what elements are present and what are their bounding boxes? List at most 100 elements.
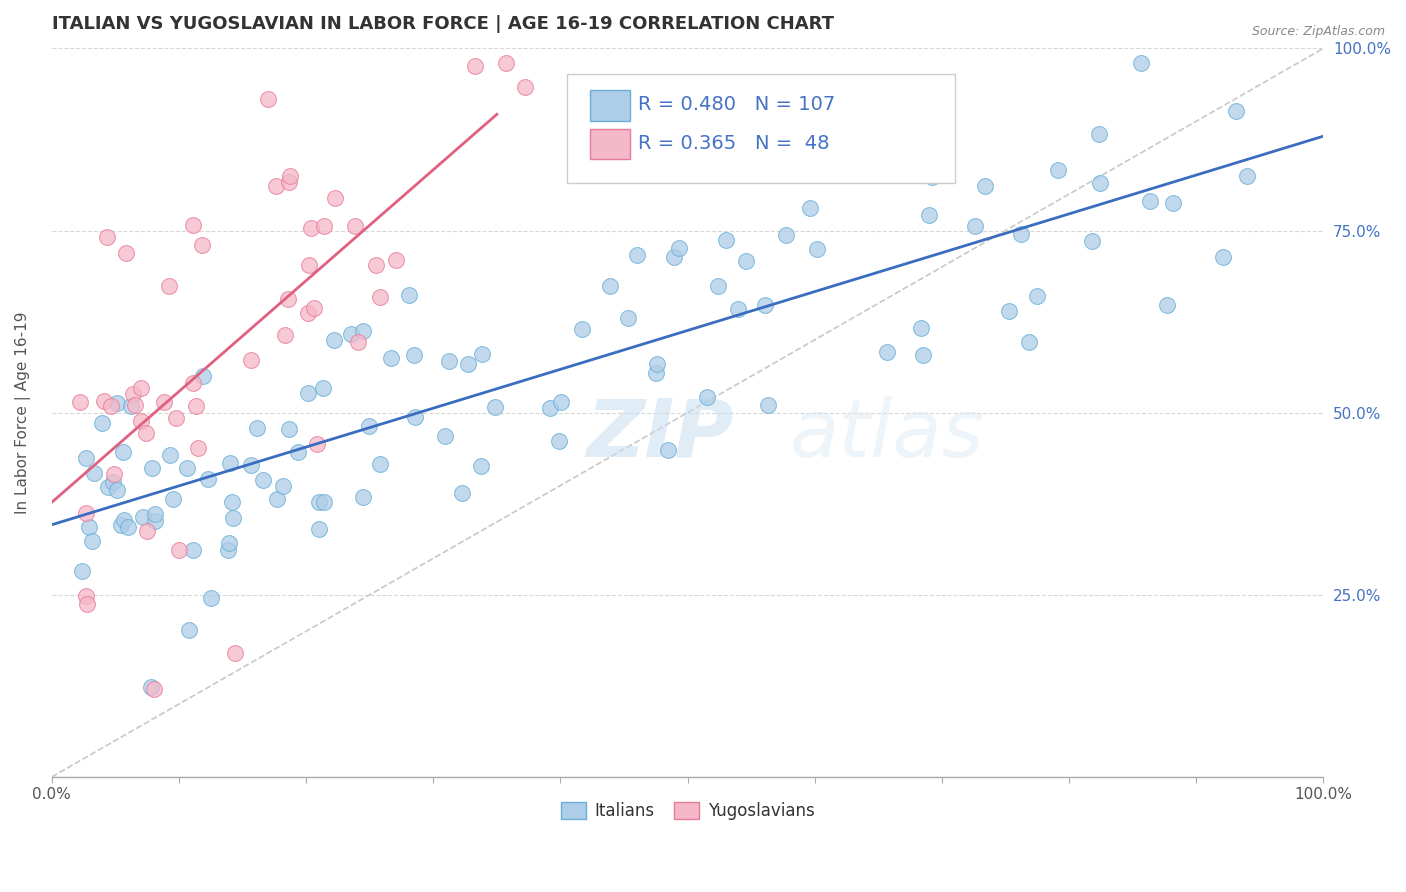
Point [1088,127,1111,141]
Point [152,395,174,409]
Point [707,279,730,293]
Point [77,519,100,533]
Point [278,422,301,436]
Point [1225,104,1247,119]
Point [75,450,97,465]
Point [181,376,204,390]
Point [756,398,779,412]
Point [129,381,152,395]
Point [302,301,325,315]
Point [645,357,668,371]
Point [143,514,166,528]
Point [1018,334,1040,349]
Point [271,479,294,493]
Point [312,495,335,509]
Point [256,92,278,106]
Point [181,543,204,558]
Point [312,381,335,395]
Point [727,301,749,316]
Point [287,445,309,459]
Point [93,394,115,409]
Point [1010,227,1032,241]
Point [457,357,479,371]
Point [264,178,287,193]
Point [548,434,571,448]
Point [1212,250,1234,264]
Point [193,369,215,384]
Y-axis label: In Labor Force | Age 16-19: In Labor Force | Age 16-19 [15,311,31,514]
FancyBboxPatch shape [589,90,630,120]
Point [911,348,934,362]
Point [117,520,139,534]
Point [368,457,391,471]
Point [176,460,198,475]
Point [876,345,898,359]
Point [471,346,494,360]
Point [76,598,98,612]
Point [298,258,321,272]
Point [973,179,995,194]
Point [657,443,679,458]
Point [129,414,152,428]
Point [398,288,420,302]
Point [112,513,135,527]
Point [402,348,425,362]
Point [308,495,330,509]
Point [157,279,180,293]
Point [368,290,391,304]
Point [135,426,157,441]
Point [998,303,1021,318]
Point [190,238,212,252]
Point [75,590,97,604]
FancyBboxPatch shape [567,74,955,183]
Point [439,353,461,368]
Point [617,311,640,326]
Point [72,564,94,578]
Point [197,471,219,485]
Point [136,524,159,538]
Point [277,292,299,306]
Point [274,328,297,343]
Point [222,511,245,525]
Point [696,391,718,405]
Point [346,334,368,349]
Point [626,248,648,262]
Point [434,429,457,443]
Text: R = 0.480   N = 107: R = 0.480 N = 107 [638,95,835,114]
Point [470,458,492,473]
Point [97,480,120,494]
Point [221,495,243,509]
Point [169,542,191,557]
Point [734,254,756,268]
Text: ZIP: ZIP [586,395,733,474]
Point [141,680,163,694]
Point [165,410,187,425]
Point [451,486,474,500]
Point [515,79,537,94]
Point [103,467,125,482]
Point [124,398,146,412]
Point [122,387,145,401]
Point [105,396,128,410]
Point [1046,162,1069,177]
Point [219,456,242,470]
Point [114,246,136,260]
Point [162,492,184,507]
Point [240,353,263,368]
Point [1236,169,1258,184]
Point [143,507,166,521]
Point [224,646,246,660]
Point [297,306,319,320]
Point [1088,176,1111,190]
Point [142,682,165,697]
Point [100,400,122,414]
Point [775,228,797,243]
Point [252,473,274,487]
Point [464,60,486,74]
Point [1139,194,1161,208]
FancyBboxPatch shape [589,128,630,159]
Point [571,322,593,336]
Point [181,219,204,233]
Point [308,522,330,536]
Point [301,221,323,235]
